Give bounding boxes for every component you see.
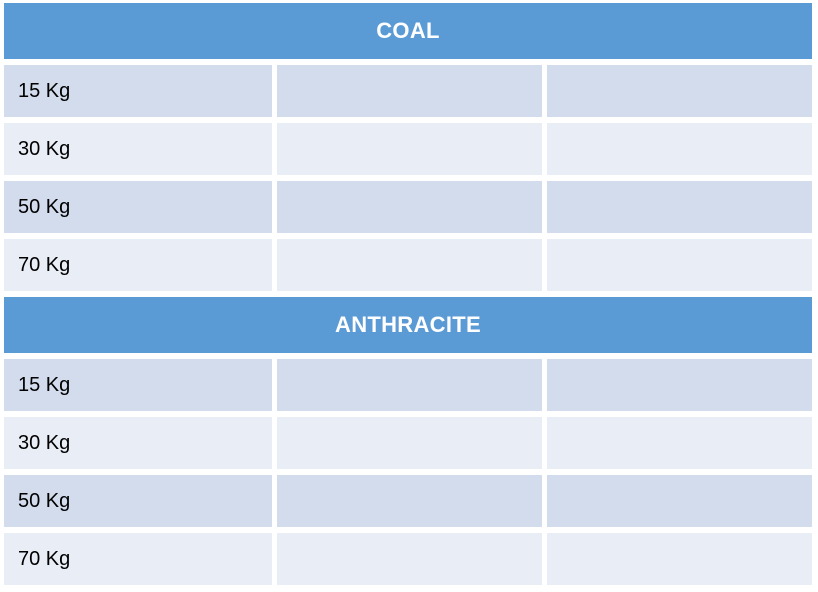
value-cell bbox=[277, 417, 542, 469]
value-cell bbox=[547, 123, 812, 175]
weight-label-cell: 15 Kg bbox=[4, 65, 272, 117]
value-cell bbox=[547, 417, 812, 469]
weight-label-cell: 70 Kg bbox=[4, 239, 272, 291]
weight-label-cell: 50 Kg bbox=[4, 181, 272, 233]
value-cell bbox=[277, 475, 542, 527]
value-cell bbox=[547, 475, 812, 527]
weight-label-cell: 30 Kg bbox=[4, 123, 272, 175]
value-cell bbox=[547, 239, 812, 291]
value-cell bbox=[277, 65, 542, 117]
weight-label-cell: 30 Kg bbox=[4, 417, 272, 469]
weight-label-cell: 70 Kg bbox=[4, 533, 272, 585]
value-cell bbox=[277, 359, 542, 411]
value-cell bbox=[277, 533, 542, 585]
value-cell bbox=[277, 123, 542, 175]
weight-label-cell: 50 Kg bbox=[4, 475, 272, 527]
weight-label-cell: 15 Kg bbox=[4, 359, 272, 411]
value-cell bbox=[277, 239, 542, 291]
weights-table: COAL 15 Kg 30 Kg 50 Kg 70 Kg ANTHRACITE … bbox=[4, 3, 812, 585]
value-cell bbox=[547, 359, 812, 411]
value-cell bbox=[547, 533, 812, 585]
section-header-coal: COAL bbox=[4, 3, 812, 59]
value-cell bbox=[547, 65, 812, 117]
value-cell bbox=[547, 181, 812, 233]
section-header-anthracite: ANTHRACITE bbox=[4, 297, 812, 353]
value-cell bbox=[277, 181, 542, 233]
